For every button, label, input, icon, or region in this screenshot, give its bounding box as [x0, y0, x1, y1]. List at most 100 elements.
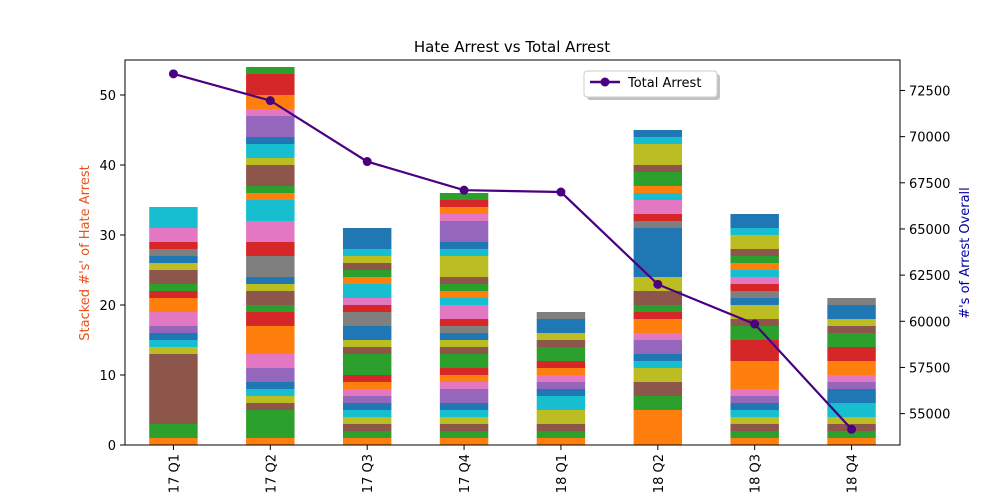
bar-segment-17-q4 [439, 256, 489, 277]
bar-segment-17-q2 [246, 186, 295, 193]
bar-segment-18-q4 [827, 382, 876, 389]
bar-segment-17-q4 [439, 305, 489, 319]
x-tick-label: 18 Q3 [749, 454, 764, 493]
right-tick-label: 62500 [909, 269, 950, 284]
bar-segment-17-q4 [439, 340, 489, 347]
bar-segment-18-q3 [730, 410, 779, 417]
bar-segment-18-q1 [536, 396, 586, 410]
bar-segment-17-q4 [439, 277, 489, 284]
bar-segment-18-q3 [730, 270, 779, 277]
left-tick-label: 10 [99, 369, 116, 384]
bar-segment-18-q4 [827, 347, 876, 361]
legend-marker [600, 77, 610, 87]
left-tick-label: 50 [99, 89, 116, 104]
right-tick-label: 57500 [909, 361, 950, 376]
bar-segment-17-q2 [246, 382, 295, 389]
bar-segment-18-q3 [730, 424, 779, 431]
bar-segment-18-q4 [827, 298, 876, 305]
bar-segment-17-q3 [342, 396, 392, 403]
bar-segment-17-q3 [342, 424, 392, 431]
bar-segment-17-q3 [342, 263, 392, 270]
bar-segment-17-q3 [342, 284, 392, 298]
bar-segment-18-q4 [827, 361, 876, 375]
bar-segment-17-q2 [246, 438, 295, 445]
bar-segment-18-q3 [730, 438, 779, 445]
legend: Total Arrest [583, 70, 720, 100]
bar-segment-17-q1 [149, 326, 198, 333]
bar-segment-17-q4 [439, 200, 489, 207]
bar-segment-17-q4 [439, 207, 489, 214]
bar-segment-17-q2 [246, 410, 295, 438]
bar-segment-17-q1 [149, 270, 198, 284]
bar-segment-17-q2 [246, 403, 295, 410]
bar-segment-17-q2 [246, 396, 295, 403]
bar-segment-17-q1 [149, 333, 198, 340]
bar-segment-17-q2 [246, 312, 295, 326]
bar-segment-18-q2 [633, 130, 683, 137]
bar-segment-18-q3 [730, 277, 779, 284]
bar-segment-18-q1 [536, 347, 586, 361]
bar-segment-18-q2 [633, 368, 683, 382]
total-arrest-point [653, 279, 663, 289]
bar-segment-17-q1 [149, 256, 198, 263]
bar-segment-17-q4 [439, 319, 489, 326]
bar-segment-18-q2 [633, 396, 683, 410]
bar-segment-17-q4 [439, 242, 489, 249]
x-tick-label: 17 Q3 [361, 454, 376, 493]
bar-segment-18-q2 [633, 165, 683, 172]
bar-segment-18-q2 [633, 186, 683, 193]
bar-segment-17-q2 [246, 67, 295, 74]
total-arrest-point [459, 185, 469, 195]
bar-segment-18-q1 [536, 333, 586, 340]
bar-segment-17-q2 [246, 165, 295, 186]
bar-segment-17-q4 [439, 424, 489, 431]
bar-segment-17-q3 [342, 417, 392, 424]
bar-segment-18-q3 [730, 389, 779, 396]
plot-frame [124, 59, 901, 446]
bar-segment-18-q3 [730, 403, 779, 410]
x-tick-label: 17 Q4 [458, 454, 473, 493]
bar-segment-18-q1 [536, 382, 586, 389]
bar-segment-17-q1 [149, 242, 198, 249]
bar-segment-18-q2 [633, 319, 683, 333]
bar-segment-17-q3 [342, 382, 392, 389]
left-tick-label: 20 [99, 299, 116, 314]
chart-title: Hate Arrest vs Total Arrest [414, 38, 610, 56]
bar-segment-17-q3 [342, 305, 392, 312]
bar-segment-18-q1 [536, 319, 586, 333]
bar-segment-17-q2 [246, 368, 295, 382]
bar-segment-17-q2 [246, 200, 295, 221]
left-y-axis: 0 10 20 30 40 50 [99, 89, 125, 454]
bar-segment-17-q4 [439, 403, 489, 410]
bar-segment-18-q2 [633, 354, 683, 361]
bar-segment-18-q4 [827, 417, 876, 424]
bar-segment-17-q4 [439, 382, 489, 389]
bar-segment-18-q4 [827, 438, 876, 445]
total-arrest-point [362, 157, 372, 167]
bar-segment-18-q3 [730, 235, 779, 249]
bar-segment-17-q4 [439, 368, 489, 375]
bar-segment-18-q4 [827, 326, 876, 333]
total-arrest-point [750, 319, 760, 329]
total-arrest-point [265, 96, 275, 106]
bar-segment-17-q4 [439, 389, 489, 403]
bar-segment-18-q1 [536, 312, 586, 319]
x-tick-label: 18 Q1 [555, 454, 570, 493]
bar-segment-18-q2 [633, 291, 683, 305]
bar-segment-17-q4 [439, 193, 489, 200]
right-tick-label: 60000 [909, 315, 950, 330]
bar-segment-18-q4 [827, 375, 876, 382]
bar-segment-17-q2 [246, 74, 295, 95]
bar-segment-18-q3 [730, 298, 779, 305]
bar-segment-18-q3 [730, 396, 779, 403]
bar-segment-17-q4 [439, 410, 489, 417]
bar-segment-18-q1 [536, 340, 586, 347]
x-tick-label: 17 Q2 [264, 454, 279, 493]
bar-segment-17-q3 [342, 256, 392, 263]
bar-segment-18-q2 [633, 305, 683, 312]
bar-segment-18-q4 [827, 389, 876, 403]
bar-segment-17-q4 [439, 298, 489, 305]
bar-segment-17-q3 [342, 298, 392, 305]
bar-segment-17-q2 [246, 193, 295, 200]
bar-segment-17-q3 [342, 249, 392, 256]
